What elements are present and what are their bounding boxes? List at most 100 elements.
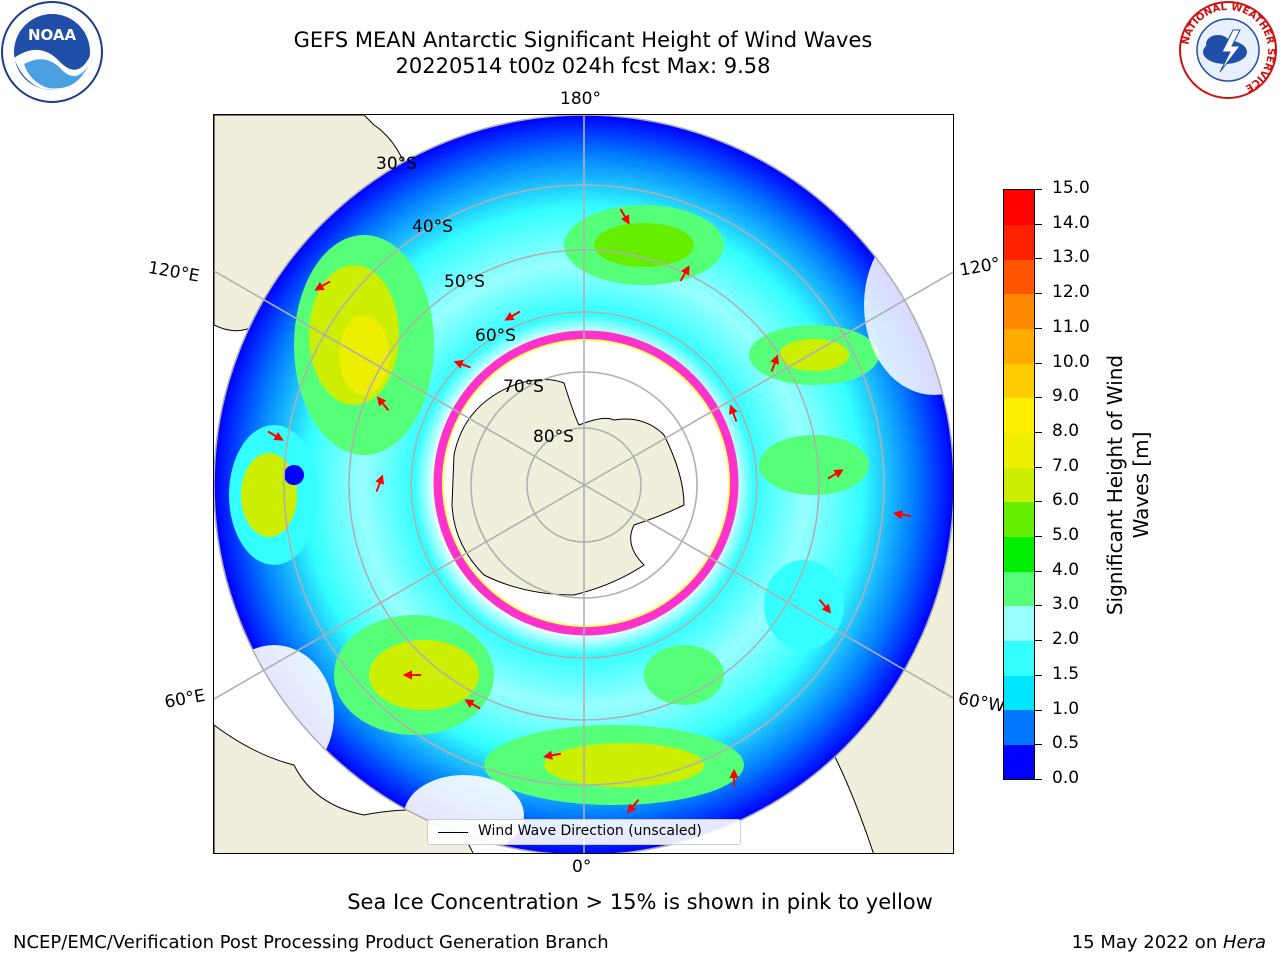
- arrow: [818, 598, 832, 614]
- footer-credit: NCEP/EMC/Verification Post Processing Pr…: [13, 932, 609, 953]
- colorbar-tick-label: 0.0: [1052, 768, 1080, 788]
- arrow: [626, 798, 640, 814]
- chart-title: GEFS MEAN Antarctic Significant Height o…: [293, 28, 873, 52]
- colorbar-segment: [1004, 224, 1034, 260]
- colorbar-tick-label: 1.5: [1052, 663, 1080, 684]
- land-antarctica: [451, 379, 685, 596]
- sea-ice-edge: [433, 330, 739, 636]
- colorbar-segment: [1004, 397, 1034, 434]
- colorbar-segment: [1004, 432, 1034, 468]
- colorbar-segment: [1004, 328, 1034, 364]
- colorbar-tick-label: 2.0: [1052, 629, 1080, 650]
- colorbar-tick-label: 1.0: [1052, 698, 1080, 719]
- colorbar-tick-mark: [1035, 709, 1042, 711]
- colorbar-segment: [1004, 259, 1034, 295]
- arrow: [827, 469, 844, 480]
- footer-date: 15 May 2022 on Hera: [1072, 932, 1266, 953]
- lon-label-left-lower: 60°E: [163, 685, 207, 713]
- colorbar-tick-mark: [1035, 640, 1042, 642]
- colorbar-tick-mark: [1035, 431, 1042, 433]
- arrow: [679, 265, 690, 282]
- colorbar-tick-label: 5.0: [1052, 525, 1080, 546]
- lat-label-80s: 80°S: [533, 427, 574, 447]
- colorbar-tick-label: 7.0: [1052, 455, 1080, 476]
- colorbar-tick-mark: [1035, 258, 1042, 260]
- wind-wave-arrows: [267, 208, 912, 814]
- colorbar-tick-mark: [1035, 570, 1042, 572]
- colorbar-tick-mark: [1035, 293, 1042, 295]
- lon-label-left-upper: 120°E: [146, 258, 201, 287]
- footer-date-text: 15 May 2022 on: [1071, 932, 1223, 953]
- colorbar-segment: [1004, 190, 1034, 226]
- arrow: [728, 404, 738, 422]
- noaa-logo-text: NOAA: [28, 26, 77, 44]
- colorbar-segment: [1004, 536, 1034, 572]
- lon-label-right-upper: 120°: [958, 253, 1002, 281]
- colorbar-tick-mark: [1035, 501, 1042, 503]
- colorbar-tick-label: 0.5: [1052, 733, 1080, 754]
- nws-logo: NATIONAL WEATHER SERVICE: [1178, 0, 1278, 100]
- colorbar-tick-mark: [1035, 397, 1042, 399]
- colorbar-segment: [1004, 709, 1034, 745]
- colorbar-tick-mark: [1035, 189, 1042, 190]
- colorbar-segment: [1004, 467, 1034, 503]
- arrow: [542, 750, 562, 760]
- lat-label-60s: 60°S: [475, 326, 516, 346]
- footer-host: Hera: [1222, 932, 1266, 953]
- colorbar-tick-label: 14.0: [1052, 212, 1090, 233]
- arrow: [464, 699, 481, 710]
- colorbar-tick-label: 11.0: [1052, 316, 1090, 337]
- arrow: [619, 208, 630, 225]
- sea-ice-note: Sea Ice Concentration > 15% is shown in …: [347, 890, 933, 914]
- colorbar-tick-label: 12.0: [1052, 282, 1090, 303]
- colorbar-tick-mark: [1035, 223, 1042, 225]
- colorbar-segment: [1004, 293, 1034, 330]
- colorbar-tick-mark: [1035, 674, 1042, 676]
- lon-label-right-lower: 60°W: [956, 689, 1007, 717]
- lat-label-30s: 30°S: [376, 154, 417, 174]
- colorbar-segment: [1004, 675, 1034, 711]
- colorbar-tick-mark: [1035, 779, 1042, 780]
- colorbar-tick-label: 10.0: [1052, 351, 1090, 372]
- colorbar-segment: [1004, 640, 1034, 676]
- lon-label-bottom: 0°: [572, 857, 592, 877]
- colorbar-tick-label: 3.0: [1052, 594, 1080, 615]
- lat-label-70s: 70°S: [503, 377, 544, 397]
- colorbar-tick-label: 9.0: [1052, 386, 1080, 407]
- arrow: [267, 430, 284, 441]
- arrow: [402, 670, 421, 680]
- colorbar-tick-mark: [1035, 744, 1042, 746]
- colorbar-tick-label: 15.0: [1052, 178, 1090, 198]
- arrow: [453, 359, 471, 369]
- arrow: [729, 768, 739, 787]
- polar-map: 30°S 40°S 50°S 60°S 70°S 80°S: [214, 115, 953, 853]
- colorbar-segment: [1004, 501, 1034, 537]
- lat-label-50s: 50°S: [444, 272, 485, 292]
- colorbar-tick-label: 8.0: [1052, 420, 1080, 441]
- colorbar: [1003, 189, 1035, 780]
- colorbar-tick-label: 13.0: [1052, 247, 1090, 268]
- graticule: [214, 115, 953, 853]
- colorbar-segment: [1004, 363, 1034, 399]
- colorbar-title: Significant Height of Wind Waves [m]: [1103, 354, 1153, 616]
- arrow: [770, 354, 780, 372]
- legend-line-swatch: [438, 832, 468, 833]
- arrow: [314, 280, 331, 291]
- noaa-logo: NOAA: [0, 0, 104, 104]
- map-panel: 30°S 40°S 50°S 60°S 70°S 80°S: [213, 114, 954, 854]
- colorbar-tick-label: 4.0: [1052, 559, 1080, 580]
- arrow: [375, 474, 385, 492]
- arrow: [504, 310, 521, 321]
- colorbar-segment: [1004, 571, 1034, 607]
- lat-label-40s: 40°S: [412, 217, 453, 237]
- legend-label: Wind Wave Direction (unscaled): [478, 823, 702, 839]
- colorbar-segment: [1004, 605, 1034, 641]
- arrow: [376, 396, 390, 412]
- map-legend: Wind Wave Direction (unscaled): [427, 819, 741, 845]
- colorbar-segment: [1004, 744, 1034, 780]
- lon-label-top: 180°: [560, 89, 601, 109]
- colorbar-tick-label: 6.0: [1052, 490, 1080, 511]
- colorbar-tick-mark: [1035, 327, 1042, 329]
- colorbar-tick-mark: [1035, 536, 1042, 538]
- colorbar-tick-mark: [1035, 362, 1042, 364]
